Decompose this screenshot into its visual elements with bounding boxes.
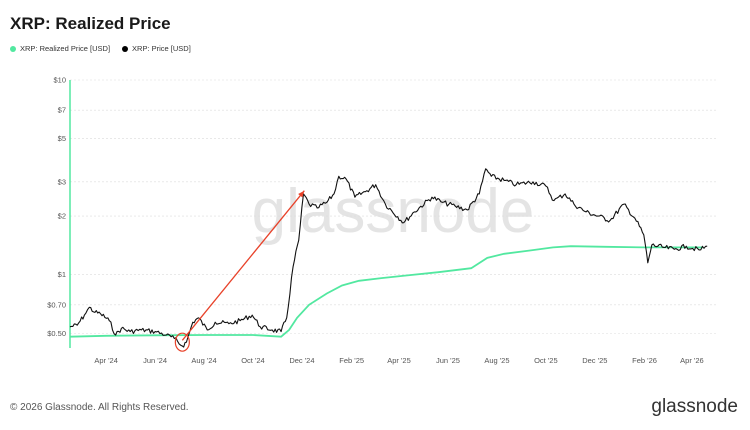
legend-item-realized-price[interactable]: XRP: Realized Price [USD] (10, 44, 110, 53)
x-tick-label: Oct '25 (534, 356, 558, 365)
y-tick-label: $0.70 (47, 300, 66, 309)
x-tick-label: Apr '24 (94, 356, 118, 365)
price-legend-dot (122, 45, 129, 52)
x-tick-label: Dec '25 (582, 356, 607, 365)
x-tick-label: Apr '25 (387, 356, 411, 365)
realized-price-line (69, 245, 704, 338)
x-tick-label: Apr '26 (680, 356, 704, 365)
x-tick-label: Jun '25 (436, 356, 460, 365)
annotation-arrow-head (298, 190, 305, 198)
x-tick-label: Dec '24 (289, 356, 314, 365)
chart-plot: glassnode $10 $7 $5 $3 $2 $1 $0.70 $0.50 Apr '24 J… (47, 76, 716, 365)
price-line (69, 168, 708, 348)
x-tick-label: Aug '24 (191, 356, 216, 365)
glassnode-logo[interactable]: glassnode (651, 396, 738, 417)
chart-title: XRP: Realized Price (10, 14, 171, 33)
annotation-circle (174, 332, 190, 352)
copyright-text: © 2026 Glassnode. All Rights Reserved. (10, 402, 189, 413)
x-tick-label: Jun '24 (143, 356, 167, 365)
y-tick-label: $10 (53, 76, 66, 85)
y-tick-label: $7 (58, 106, 66, 115)
x-tick-label: Feb '26 (632, 356, 657, 365)
y-tick-label: $2 (58, 212, 66, 221)
chart-legend: XRP: Realized Price [USD] XRP: Price [US… (10, 44, 191, 53)
realized-price-legend-dot (10, 45, 16, 52)
y-tick-label: $5 (58, 134, 66, 143)
annotation-arrow-line (181, 190, 305, 341)
watermark-text: glassnode (252, 177, 535, 246)
x-tick-label: Aug '25 (484, 356, 509, 365)
legend-label-price: XRP: Price [USD] (132, 44, 191, 53)
x-tick-label: Oct '24 (241, 356, 265, 365)
y-tick-label: $1 (58, 270, 66, 279)
x-tick-label: Feb '25 (339, 356, 364, 365)
legend-label-realized-price: XRP: Realized Price [USD] (20, 44, 111, 53)
y-tick-label: $3 (58, 177, 66, 186)
y-tick-label: $0.50 (47, 329, 66, 338)
legend-item-price[interactable]: XRP: Price [USD] (122, 44, 191, 53)
